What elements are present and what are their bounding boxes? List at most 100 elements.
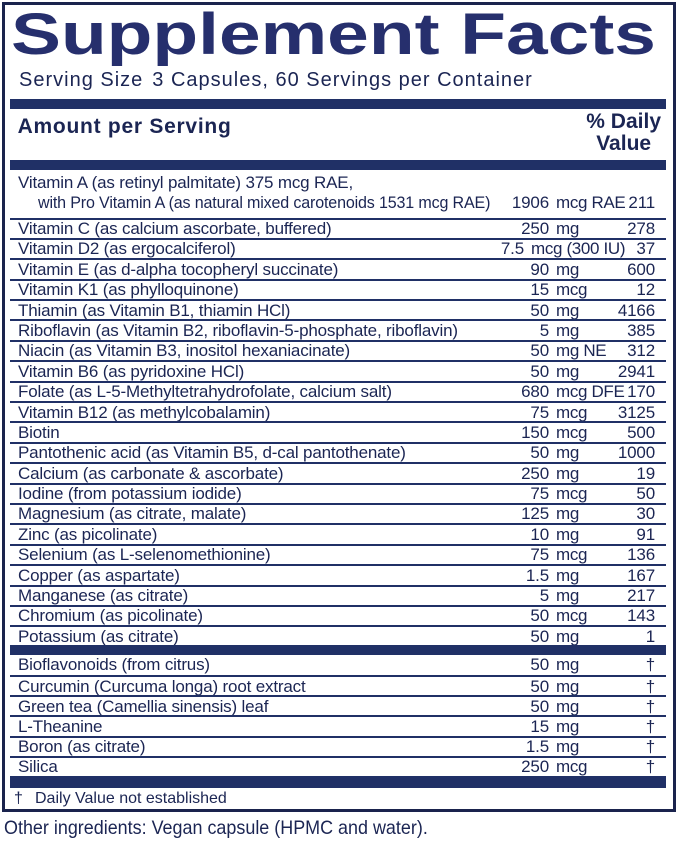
nutrient-amount: 250 [521,463,549,483]
divider-bar-top [10,99,666,109]
nutrient-name: Bioflavonoids (from citrus) [18,654,210,674]
nutrient-amount: 15 [530,280,549,300]
nutrient-name: Calcium (as carbonate & ascorbate) [18,463,284,483]
nutrient-unit: mg [556,463,579,483]
nutrient-unit: mg [556,565,579,585]
nutrient-row-manganese: Manganese (as citrate) 5 mg 217 [5,584,673,606]
nutrient-name-line2: with Pro Vitamin A (as natural mixed car… [38,193,491,212]
nutrient-unit: mg [556,219,579,238]
divider-bar-header [10,159,666,170]
amount-per-serving-header: Amount per Serving [17,115,232,138]
nutrient-row-magnesium: Magnesium (as citrate, malate) 125 mg 30 [5,502,673,524]
nutrient-unit: mg [556,676,579,696]
nutrient-amount: 5 [539,320,549,340]
nutrient-unit: mcg [556,545,588,565]
nutrient-daily-value: 217 [627,586,655,606]
nutrient-name: Potassium (as citrate) [18,626,179,646]
nutrient-row-niacin: Niacin (as Vitamin B3, inositol hexaniac… [5,339,673,361]
nutrient-daily-value: 30 [636,504,655,524]
nutrient-daily-value: 312 [627,341,655,361]
dagger-icon: † [14,790,23,807]
nutrient-row-green-tea: Green tea (Camellia sinensis) leaf 50 mg… [5,695,673,716]
nutrient-unit: mg [556,654,579,674]
nutrient-row-calcium: Calcium (as carbonate & ascorbate) 250 m… [5,462,673,483]
nutrient-name: Zinc (as picolinate) [18,524,158,544]
nutrient-amount: 10 [530,524,549,544]
nutrient-amount: 5 [539,586,549,606]
nutrient-name: Vitamin B6 (as pyridoxine HCl) [18,361,245,381]
nutrient-row-thiamin: Thiamin (as Vitamin B1, thiamin HCl) 50 … [5,299,673,320]
nutrient-name: Chromium (as picolinate) [18,606,203,626]
nutrient-amount: 50 [530,361,549,381]
nutrient-row-biotin: Biotin 150 mcg 500 [5,421,673,442]
serving-size-value: 3 Capsules, 60 Servings per Container [152,69,533,91]
nutrient-daily-value: 500 [627,422,655,442]
nutrient-unit: mcg RAE [556,193,626,212]
nutrient-amount: 680 [521,382,549,402]
nutrient-row-copper: Copper (as aspartate) 1.5 mg 167 [5,564,673,585]
nutrient-unit: mg [556,737,579,757]
nutrient-daily-value: † [645,737,655,757]
daily-value-header-line1: % Daily [586,110,661,133]
nutrient-daily-value: 385 [627,320,655,340]
nutrient-unit: mg [556,320,579,340]
nutrient-unit: mg [556,586,579,606]
nutrient-row-pantothenic-acid: Pantothenic acid (as Vitamin B5, d-cal p… [5,441,673,463]
nutrient-amount: 50 [530,696,549,716]
nutrient-row-chromium: Chromium (as picolinate) 50 mcg 143 [5,604,673,626]
nutrient-daily-value: 170 [627,382,655,402]
nutrient-amount: 1.5 [525,737,549,757]
nutrient-amount: 50 [530,341,549,361]
nutrient-row-boron: Boron (as citrate) 1.5 mg † [5,735,673,757]
nutrient-unit: mg [556,443,579,463]
nutrient-row-vitamin-b6: Vitamin B6 (as pyridoxine HCl) 50 mg 294… [5,360,673,381]
nutrient-daily-value: 278 [627,219,655,238]
nutrient-amount: 50 [530,654,549,674]
nutrient-daily-value: † [645,716,655,736]
nutrient-daily-value: 211 [628,193,655,212]
nutrient-unit: mg [556,626,579,646]
nutrient-name: Niacin (as Vitamin B3, inositol hexaniac… [18,341,351,361]
nutrient-row-vitamin-c: Vitamin C (as calcium ascorbate, buffere… [5,217,673,238]
nutrient-daily-value: 37 [636,239,655,259]
nutrient-row-folate: Folate (as L-5-Methyltetrahydrofolate, c… [5,380,673,402]
nutrient-row-potassium: Potassium (as citrate) 50 mg 1 [5,625,673,646]
nutrient-row-silica: Silica 250 mcg † [5,755,673,776]
nutrient-amount: 50 [530,443,549,463]
serving-size-line: Serving Size 3 Capsules, 60 Servings per … [19,68,533,92]
nutrient-unit: mg [556,504,579,524]
nutrient-daily-value: 143 [627,606,655,626]
nutrient-unit: mg [556,696,579,716]
nutrient-amount: 1.5 [525,565,549,585]
supplement-facts-panel: Supplement Facts Serving Size 3 Capsules,… [2,2,676,812]
nutrient-daily-value: 136 [627,545,655,565]
nutrient-daily-value: 50 [636,484,655,504]
nutrient-row-vitamin-k1: Vitamin K1 (as phylloquinone) 15 mcg 12 [5,278,673,300]
nutrient-daily-value: † [645,676,655,696]
daily-value-header-line2: Value [596,131,652,155]
nutrient-name: Magnesium (as citrate, malate) [18,504,247,524]
nutrient-name: Riboflavin (as Vitamin B2, riboflavin-5-… [18,320,458,340]
nutrient-name: Selenium (as L-selenomethionine) [18,545,271,565]
nutrient-row-bioflavonoids: Bioflavonoids (from citrus) 50 mg † [5,655,673,675]
nutrient-daily-value: 19 [636,463,655,483]
nutrient-unit: mcg [556,422,588,442]
nutrient-daily-value: 4166 [617,300,655,320]
nutrient-daily-value: 600 [627,259,655,279]
nutrient-row-curcumin: Curcumin (Curcuma longa) root extract 50… [5,675,673,696]
nutrient-name: Vitamin D2 (as ergocalciferol) [18,239,236,259]
nutrient-amount: 250 [521,219,549,238]
nutrient-name: Boron (as citrate) [18,737,146,757]
nutrient-amount: 50 [530,606,549,626]
nutrient-daily-value: 3125 [617,402,655,422]
footnote-text: Daily Value not established [35,790,227,807]
nutrient-unit: mcg [556,280,588,300]
nutrient-name: Vitamin A (as retinyl palmitate) 375 mcg… [18,173,354,192]
nutrient-daily-value: 91 [636,524,655,544]
nutrient-row-selenium: Selenium (as L-selenomethionine) 75 mcg … [5,543,673,565]
nutrient-row-iodine: Iodine (from potassium iodide) 75 mcg 50 [5,482,673,504]
serving-size-label: Serving Size [19,69,144,91]
nutrient-table-main: Vitamin A (as retinyl palmitate) 375 mcg… [5,170,673,646]
nutrient-row-vitamin-a: Vitamin A (as retinyl palmitate) 375 mcg… [5,170,673,218]
